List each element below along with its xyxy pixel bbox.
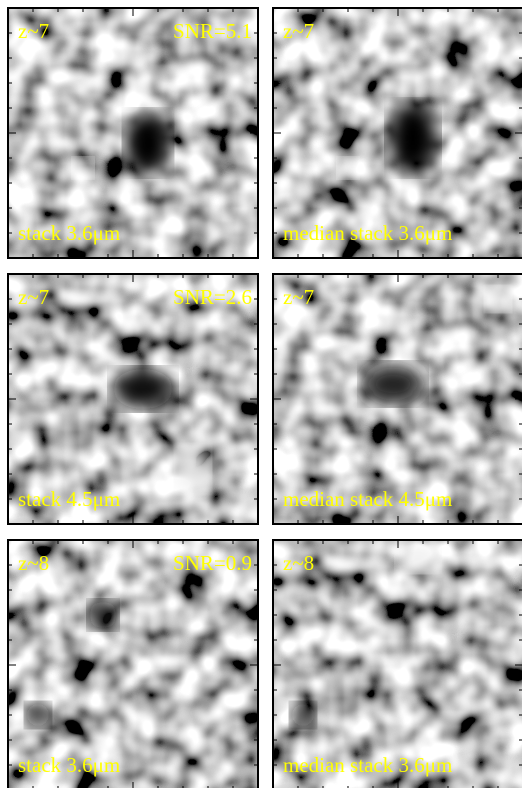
panel: z~7 SNR=2.6 stack 4.5μm — [7, 273, 259, 525]
feature — [126, 113, 170, 173]
redshift-label: z~7 — [283, 285, 314, 309]
noise — [273, 540, 522, 788]
image — [8, 274, 258, 524]
band-label: stack 4.5μm — [18, 487, 120, 511]
feature — [398, 548, 438, 572]
snr-label: SNR=5.1 — [173, 19, 252, 43]
feature — [291, 703, 315, 727]
feature — [363, 364, 423, 404]
snr-label: SNR=0.9 — [173, 551, 252, 575]
noise — [8, 540, 258, 788]
feature — [73, 158, 93, 178]
feature — [338, 158, 358, 178]
image — [273, 274, 522, 524]
redshift-label: z~7 — [18, 285, 49, 309]
image — [8, 540, 258, 788]
panel: z~8 median stack 3.6μm — [272, 539, 522, 788]
panel: z~7 median stack 4.5μm — [272, 273, 522, 525]
band-label: median stack 4.5μm — [283, 487, 452, 511]
band-label: stack 3.6μm — [18, 753, 120, 777]
feature — [177, 447, 209, 491]
band-label: stack 3.6μm — [18, 221, 120, 245]
feature — [486, 287, 510, 311]
redshift-label: z~8 — [283, 551, 314, 575]
panel: z~8 SNR=0.9 stack 3.6μm — [7, 539, 259, 788]
image — [8, 8, 258, 258]
band-label: median stack 3.6μm — [283, 753, 452, 777]
feature — [389, 104, 437, 172]
redshift-label: z~8 — [18, 551, 49, 575]
panel: z~7 SNR=5.1 stack 3.6μm — [7, 7, 259, 259]
feature — [113, 369, 173, 409]
feature — [89, 601, 117, 629]
redshift-label: z~7 — [283, 19, 314, 43]
feature — [26, 703, 50, 727]
image — [273, 540, 522, 788]
snr-label: SNR=2.6 — [173, 285, 252, 309]
redshift-label: z~7 — [18, 19, 49, 43]
band-label: median stack 3.6μm — [283, 221, 452, 245]
image — [273, 8, 522, 258]
panel: z~7 median stack 3.6μm — [272, 7, 522, 259]
